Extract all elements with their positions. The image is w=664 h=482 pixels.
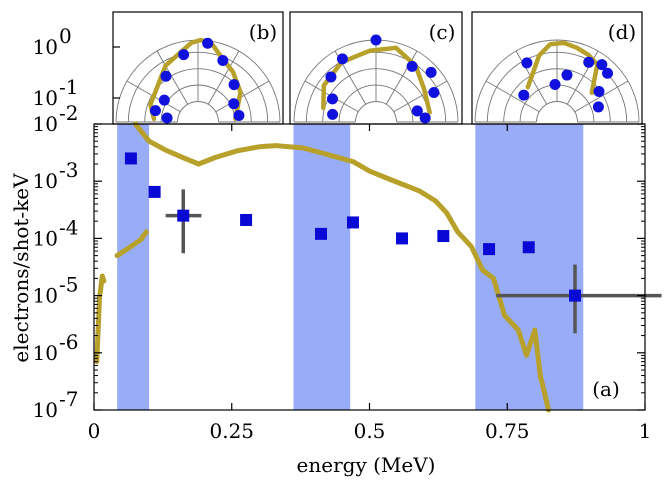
polar-data-point-8: [228, 79, 240, 91]
polar-data-point-7: [602, 67, 614, 79]
polar-data-point-9: [411, 105, 423, 117]
x-tick-label-1: 0: [88, 419, 101, 443]
shaded-band-3: [475, 124, 584, 410]
data-point-7: [396, 232, 409, 245]
polar-data-point-6: [596, 59, 608, 71]
panel-label-a: (a): [592, 377, 620, 401]
inset-y-tick-label-2: 10: [33, 86, 58, 110]
polar-data-point-3: [158, 94, 170, 106]
inset-y-tick-exponent-2: -1: [59, 75, 78, 99]
polar-data-point-1: [518, 89, 530, 101]
polar-data-point-8: [428, 86, 440, 98]
polar-data-point-2: [149, 105, 161, 117]
data-point-2: [148, 185, 161, 198]
x-tick-label-5: 1: [639, 419, 652, 443]
x-tick-label-2: 0.25: [209, 419, 254, 443]
data-point-8: [437, 230, 450, 243]
polar-simulation-lobe: [525, 40, 600, 96]
polar-data-point-3: [325, 71, 337, 83]
y-tick-exponent-5: -6: [59, 330, 78, 354]
panel-label-c: (c): [429, 20, 456, 44]
y-tick-label-3: 10: [33, 226, 58, 250]
inset-y-tick-exponent-1: 0: [59, 24, 72, 48]
inset-y-tick-label-1: 10: [33, 35, 58, 59]
x-tick-label-3: 0.5: [354, 419, 386, 443]
simulation-main-curve: [132, 121, 552, 413]
data-point-9: [483, 243, 496, 256]
polar-data-point-1: [327, 108, 339, 120]
polar-data-point-10: [233, 110, 245, 122]
y-tick-label-4: 10: [33, 284, 58, 308]
polar-inset-d: (d): [471, 11, 643, 125]
simulation-curves: [94, 121, 552, 413]
x-tick-label-4: 0.75: [485, 419, 530, 443]
polar-data-point-4: [160, 70, 172, 82]
polar-data-point-5: [370, 34, 382, 46]
polar-data-point-4: [336, 53, 348, 65]
polar-grid-spoke: [215, 80, 270, 113]
shaded-bands: [117, 124, 584, 410]
polar-data-point-7: [217, 55, 229, 67]
polar-data-point-8: [593, 85, 605, 97]
shaded-band-2: [293, 124, 351, 410]
panel-label-d: (d): [608, 20, 636, 44]
measured-points: [124, 152, 582, 302]
polar-data-point-7: [425, 66, 437, 78]
polar-grid-spoke: [207, 50, 240, 105]
y-tick-exponent-4: -5: [59, 273, 78, 297]
data-point-5: [315, 227, 328, 240]
polar-grid-spoke: [393, 80, 448, 113]
data-point-1: [124, 152, 137, 165]
panel-label-b: (b): [249, 20, 277, 44]
y-axis-label: electrons/shot-keV: [9, 173, 33, 363]
data-point-4: [240, 213, 253, 226]
polar-data-point-2: [521, 57, 533, 69]
y-tick-label-2: 10: [33, 169, 58, 193]
y-tick-label-6: 10: [33, 398, 58, 422]
polar-inset-c: (c): [289, 11, 463, 125]
y-tick-exponent-6: -7: [59, 387, 78, 411]
polar-data-point-1: [161, 112, 173, 124]
polar-data-point-2: [326, 93, 338, 105]
polar-data-point-6: [406, 60, 418, 72]
data-point-3: [177, 209, 190, 222]
polar-simulation-lobe: [321, 45, 432, 115]
polar-data-point-5: [583, 56, 595, 68]
shaded-band-1: [117, 124, 150, 410]
y-tick-exponent-2: -3: [59, 158, 78, 182]
polar-data-point-4: [561, 69, 573, 81]
y-tick-exponent-3: -4: [59, 215, 78, 239]
polar-grid-spoke: [156, 50, 189, 105]
polar-data-point-5: [178, 49, 190, 61]
polar-data-point-9: [592, 101, 604, 113]
data-point-6: [346, 216, 359, 229]
polar-data-point-3: [549, 79, 561, 91]
polar-data-point-9: [228, 98, 240, 110]
polar-grid-spoke: [485, 80, 540, 113]
simulation-rise-curve: [114, 229, 149, 259]
data-point-11: [569, 289, 582, 302]
data-point-10: [522, 241, 535, 254]
x-axis-label: energy (MeV): [297, 453, 436, 477]
polar-insets: (b)10 010 -1(c) (d): [33, 11, 643, 125]
simulation-low-curve: [94, 273, 107, 365]
y-tick-label-5: 10: [33, 341, 58, 365]
y-tick-exponent-1: -2: [59, 101, 78, 125]
polar-data-point-6: [202, 37, 214, 49]
polar-data-point-10: [419, 112, 431, 124]
axis-ticks: 0 0.25 0.5 0.75 110-210-310-410-510-610-7: [33, 101, 652, 443]
y-tick-label-1: 10: [33, 112, 58, 136]
